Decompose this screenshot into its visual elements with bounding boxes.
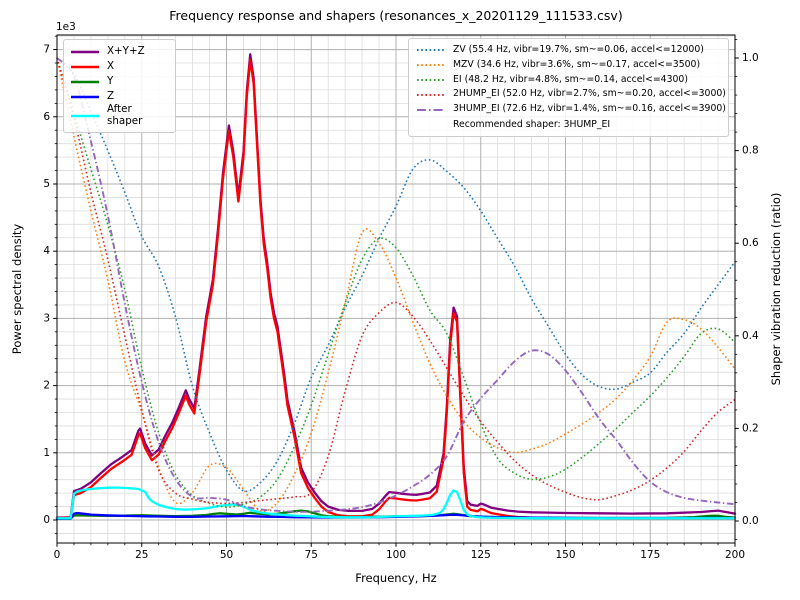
legend-item: 2HUMP_EI (52.0 Hz, vibr=2.7%, sm~=0.20, … [416,87,726,102]
legend-label: Z [107,89,115,102]
y-left-tick-label: 1 [43,447,50,459]
series-x [55,58,737,520]
line-swatch-x [71,65,99,68]
x-tick-label: 200 [725,549,745,561]
legend-item: ZV (55.4 Hz, vibr=19.7%, sm~=0.06, accel… [416,43,721,58]
legend-label: 3HUMP_EI (72.6 Hz, vibr=1.4%, sm~=0.16, … [453,103,726,115]
chart-title: Frequency response and shapers (resonanc… [169,8,623,23]
recommended-shaper-text: Recommended shaper: 3HUMP_EI [453,118,611,130]
psd-series [55,53,737,520]
line-swatch-after-shaper [71,114,99,118]
y-left-tick-label: 7 [43,44,50,56]
line-swatch-zv [417,49,445,52]
y-left-tick-label: 0 [43,514,50,526]
x-tick-label: 75 [305,549,318,561]
x-tick-label: 100 [386,549,406,561]
legend-label: ZV (55.4 Hz, vibr=19.7%, sm~=0.06, accel… [453,44,704,56]
legend-label: MZV (34.6 Hz, vibr=3.6%, sm~=0.17, accel… [453,58,701,70]
tick-labels: 0 25 50 75 100 125 150 175 200 0 1 2 3 4 5 6 7 0.0 0.2 0.4 0… [43,44,759,562]
shaper-series [56,57,736,513]
series-ei [56,57,736,508]
y-right-tick-label: 1.0 [742,52,759,64]
legend-label: EI (48.2 Hz, vibr=4.8%, sm~=0.14, accel<… [453,73,688,85]
legend-item: After shaper [70,103,169,128]
legend-label: X+Y+Z [107,44,145,57]
legend-item: Z [70,89,169,104]
series-x-y-z [55,53,737,519]
x-tick-label: 175 [640,549,660,561]
x-tick-label: 150 [555,549,575,561]
line-swatch-ei [417,79,445,81]
legend-item: X+Y+Z [70,44,169,59]
line-swatch-z [71,95,99,98]
y-axis-offset-label: 1e3 [56,21,76,33]
series-3hump-ei [56,57,736,513]
y-axis-label-left: Power spectral density [10,223,24,355]
legend-label: X [107,59,115,72]
y-left-tick-label: 3 [43,312,50,324]
legend-item: X [70,59,169,74]
legend-label: Y [107,74,114,87]
legend-item: Y [70,74,169,89]
legend-psd: X+Y+Z X Y Z After shaper [63,39,176,133]
y-right-tick-label: 0.4 [742,330,759,342]
line-swatch-y [71,80,99,83]
y-right-tick-label: 0.8 [742,145,759,157]
y-right-tick-label: 0.2 [742,422,759,434]
x-axis-label: Frequency, Hz [355,571,437,585]
x-tick-label: 50 [220,549,233,561]
line-swatch-2hump-ei [417,93,445,96]
x-tick-label: 125 [471,549,491,561]
legend-label: 2HUMP_EI (52.0 Hz, vibr=2.7%, sm~=0.20, … [453,88,726,100]
legend-shapers: ZV (55.4 Hz, vibr=19.7%, sm~=0.06, accel… [408,38,729,137]
y-left-tick-label: 4 [43,245,50,257]
y-left-tick-label: 6 [43,111,50,123]
legend-item: EI (48.2 Hz, vibr=4.8%, sm~=0.14, accel<… [416,73,721,88]
line-swatch-3hump-ei [417,108,445,111]
y-left-tick-label: 2 [43,380,50,392]
series-2hump-ei [56,57,736,505]
y-axis-label-right: Shaper vibration reduction (ratio) [769,192,783,386]
x-tick-label: 25 [135,549,148,561]
x-tick-label: 0 [54,549,61,561]
y-right-tick-label: 0.6 [742,237,759,249]
legend-item: 3HUMP_EI (72.6 Hz, vibr=1.4%, sm~=0.16, … [416,102,726,117]
line-swatch-xyz [71,50,99,53]
legend-item: MZV (34.6 Hz, vibr=3.6%, sm~=0.17, accel… [416,58,721,73]
line-swatch-mzv [417,64,445,67]
series-after-shaper [55,486,737,520]
y-right-tick-label: 0.0 [742,515,759,527]
axis-ticks [53,35,739,547]
legend-label: After shaper [107,103,143,127]
y-left-tick-label: 5 [43,178,50,190]
